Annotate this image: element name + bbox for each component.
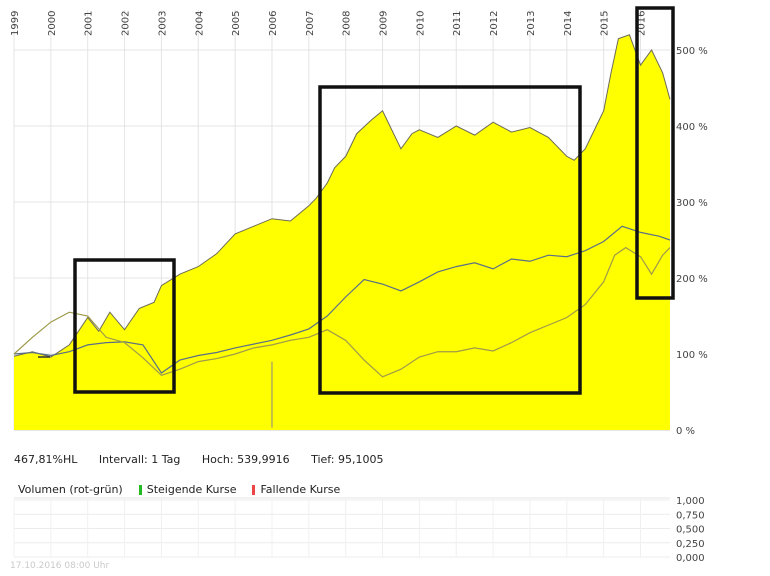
main-area-series (13, 34, 671, 431)
x-tick-label: 2014 (563, 11, 574, 36)
main-area-outline (13, 34, 671, 358)
x-tick-label: 2000 (47, 11, 58, 36)
index-a-line (13, 225, 671, 374)
highlight-box (318, 85, 582, 395)
highlight-box (73, 258, 176, 394)
x-axis-labels: 1999 2000 2001 2002 2003 2004 2005 2006 2007 2008… (10, 11, 648, 36)
y-tick-label: 300 % (676, 198, 708, 209)
x-tick-label: 2003 (157, 11, 168, 36)
volume-tick-label: 0,500 (676, 525, 705, 536)
falling-swatch (252, 484, 256, 495)
x-tick-label: 2005 (231, 11, 242, 36)
x-tick-label: 2016 (637, 11, 648, 36)
high-value: Hoch: 539,9916 (201, 453, 290, 466)
volume-legend: Volumen (rot-grün) Steigende Kurse Falle… (18, 483, 340, 496)
main-area-fill (14, 34, 670, 431)
x-tick-label: 2011 (452, 11, 463, 36)
x-tick-label: 2002 (121, 11, 132, 36)
volume-tick-label: 0,000 (676, 553, 705, 564)
y-axis-labels: 0 % 100 % 200 % 300 % 400 % 500 % (676, 46, 708, 437)
x-tick-label: 2008 (342, 11, 353, 36)
y-tick-label: 100 % (676, 350, 708, 361)
volume-tick-label: 0,250 (676, 539, 705, 550)
y-tick-label: 400 % (676, 122, 708, 133)
x-tick-label: 2009 (379, 11, 390, 36)
x-tick-label: 2001 (84, 11, 95, 36)
volume-label: Volumen (rot-grün) (18, 483, 123, 496)
x-tick-label: 2012 (489, 11, 500, 36)
index-b-line (13, 246, 671, 378)
rising-swatch (138, 484, 142, 495)
chart-info-row: 467,81%HL Intervall: 1 Tag Hoch: 539,991… (14, 453, 401, 466)
index-lines (13, 225, 671, 378)
highlight-boxes (73, 6, 675, 395)
interval-value: Intervall: 1 Tag (98, 453, 181, 466)
falling-label: Fallende Kurse (260, 483, 341, 496)
volume-tick-label: 1,000 (676, 496, 705, 507)
y-tick-label: 200 % (676, 274, 708, 285)
x-tick-label: 2013 (526, 11, 537, 36)
volume-panel: 1,000 0,750 0,500 0,250 0,000 (13, 496, 705, 564)
rising-label: Steigende Kurse (146, 483, 237, 496)
x-tick-label: 2006 (268, 11, 279, 36)
x-tick-label: 2007 (305, 11, 316, 36)
highlight-box (635, 6, 675, 300)
volume-tick-label: 0,750 (676, 510, 705, 521)
x-tick-label: 2004 (194, 11, 205, 36)
y-tick-label: 500 % (676, 46, 708, 57)
x-tick-label: 2015 (600, 11, 611, 36)
y-tick-label: 0 % (676, 426, 695, 437)
low-value: Tief: 95,1005 (311, 453, 384, 466)
timestamp: 17.10.2016 08:00 Uhr (10, 561, 110, 571)
performance-value: 467,81%HL (14, 453, 78, 466)
x-tick-label: 1999 (10, 11, 21, 36)
x-tick-label: 2010 (415, 11, 426, 36)
